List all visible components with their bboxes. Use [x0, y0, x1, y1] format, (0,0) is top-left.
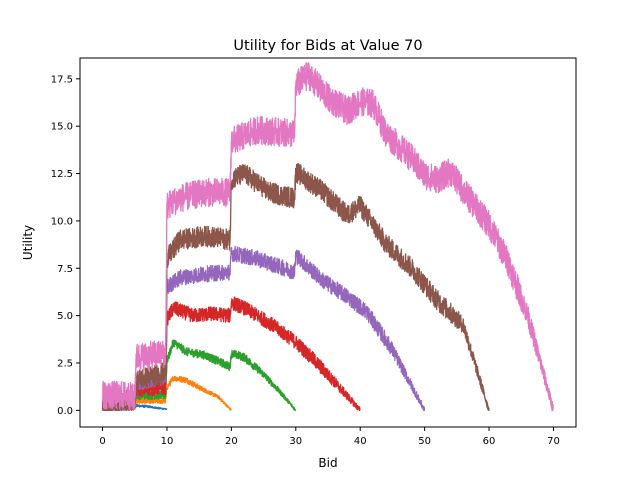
x-tick-label: 40	[354, 436, 367, 447]
x-tick-label: 30	[289, 436, 302, 447]
y-axis-label: Utility	[21, 225, 35, 260]
y-tick-label: 15.0	[51, 122, 73, 133]
series-line-4	[101, 296, 361, 411]
x-axis-ticks: 0 10 20 30 40 50 60 70	[99, 427, 560, 447]
y-tick-label: 17.5	[51, 74, 73, 85]
y-tick-label: 10.0	[51, 216, 73, 227]
axes-frame	[79, 57, 577, 428]
y-axis-ticks: 0.0 2.5 5.0 7.5 10.0 12.5 15.0 17.5	[51, 74, 80, 417]
x-tick-label: 20	[225, 436, 238, 447]
y-tick-label: 0.0	[57, 406, 73, 417]
x-tick-label: 50	[418, 436, 431, 447]
x-tick-label: 70	[547, 436, 560, 447]
x-tick-label: 0	[99, 436, 105, 447]
y-tick-label: 12.5	[51, 169, 73, 180]
x-axis-label: Bid	[318, 456, 337, 470]
series-line-7	[101, 62, 554, 411]
y-tick-label: 5.0	[57, 311, 73, 322]
series-line-6	[101, 163, 490, 411]
series-line-5	[101, 245, 426, 411]
chart-title: Utility for Bids at Value 70	[233, 38, 422, 54]
y-tick-label: 2.5	[57, 358, 73, 369]
y-tick-label: 7.5	[57, 264, 73, 275]
x-tick-label: 10	[161, 436, 174, 447]
series-layer	[101, 62, 554, 411]
x-tick-label: 60	[483, 436, 496, 447]
